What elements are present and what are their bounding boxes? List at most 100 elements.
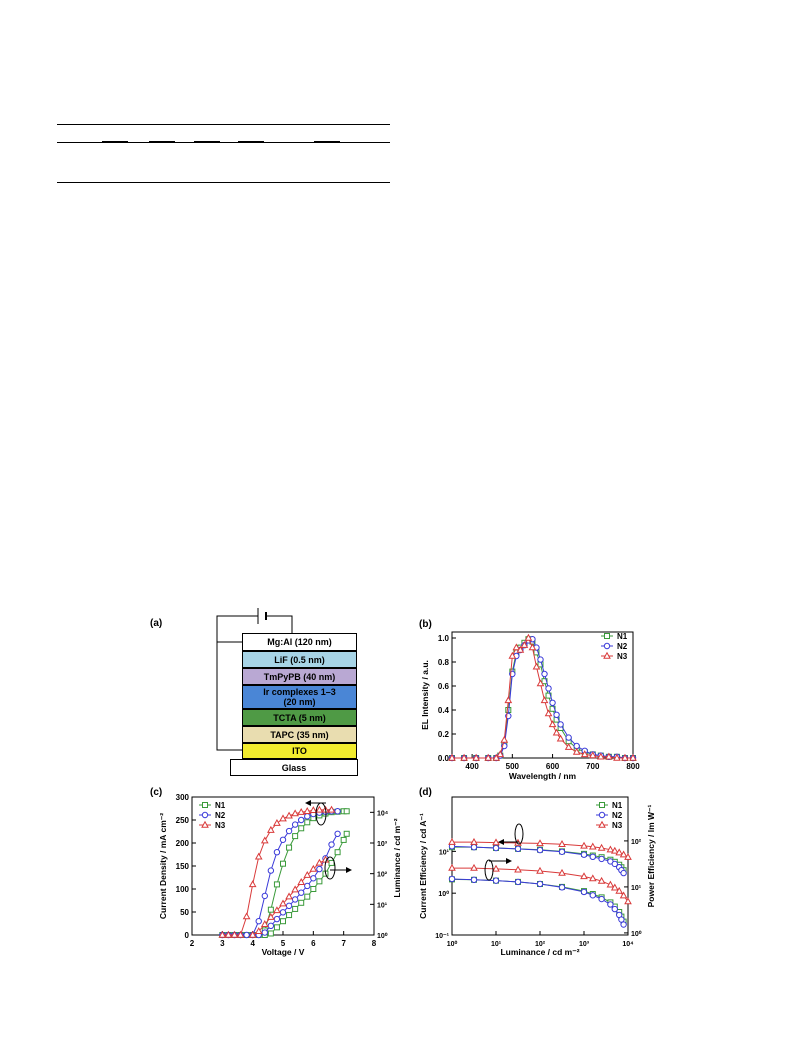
data-point [556, 734, 565, 742]
x-tick-label: 10⁴ [622, 941, 634, 948]
data-point [492, 753, 501, 761]
data-point [316, 878, 323, 885]
data-point [304, 893, 311, 900]
table-column-rule [102, 141, 128, 142]
data-point [267, 930, 274, 937]
data-point [598, 895, 605, 903]
device-layer: Mg:Al (120 nm) [242, 633, 357, 651]
y-tick-label: 150 [176, 862, 190, 871]
data-point [537, 656, 544, 663]
axis-indicator-ellipse [324, 856, 336, 880]
data-point [298, 899, 305, 906]
data-point [334, 849, 341, 856]
data-point [304, 882, 311, 890]
arrowhead [506, 858, 512, 864]
arrowhead [305, 800, 311, 806]
data-point [514, 878, 522, 886]
data-point [580, 888, 588, 896]
data-point [286, 844, 293, 851]
data-point [291, 821, 299, 828]
data-point [260, 920, 269, 927]
data-point [558, 840, 566, 847]
data-point [597, 876, 606, 884]
data-point [492, 838, 500, 846]
x-tick-label: 7 [341, 939, 346, 948]
data-point [615, 886, 624, 894]
y-tick-label: 200 [176, 839, 190, 848]
data-point [598, 855, 605, 863]
data-point [309, 864, 318, 872]
data-point [564, 742, 573, 750]
data-point [267, 825, 275, 833]
data-point [620, 869, 627, 877]
data-point [310, 886, 317, 892]
circuit-wire [216, 615, 258, 643]
data-point [340, 836, 347, 843]
data-point [343, 808, 350, 815]
y-axis-label: Current Efficiency / cd A⁻¹ [418, 813, 428, 919]
data-point [589, 892, 596, 899]
data-point [261, 929, 268, 936]
x-tick-label: 10⁰ [447, 940, 458, 948]
data-point [545, 685, 552, 692]
data-point [255, 918, 262, 925]
x-axis-label: Luminance / cd m⁻² [500, 947, 579, 957]
data-point [267, 906, 274, 913]
data-point [273, 906, 281, 914]
data-point [273, 881, 280, 888]
data-point [553, 711, 560, 718]
data-point [470, 843, 478, 851]
table-bottom-rule [57, 182, 390, 183]
data-point [516, 645, 525, 653]
data-point [201, 811, 209, 819]
circuit-wire [216, 642, 242, 751]
data-point [267, 867, 275, 874]
y-right-tick-label: 10² [631, 839, 642, 846]
x-tick-label: 8 [372, 939, 377, 948]
data-point [492, 864, 500, 872]
arrowhead [498, 839, 504, 845]
data-point [544, 709, 553, 717]
data-point [613, 753, 621, 761]
data-point [500, 735, 509, 743]
data-point [267, 922, 275, 929]
device-layer: ITO [242, 743, 357, 759]
axis-indicator-ellipse [514, 823, 524, 845]
data-point [303, 870, 312, 878]
data-point [472, 753, 480, 761]
y-axis-label: EL Intensity / a.u. [420, 660, 430, 730]
data-point [597, 843, 606, 851]
y-right-tick-label: 10⁰ [631, 930, 642, 938]
data-point [552, 728, 561, 736]
y-tick-label: 0.6 [438, 682, 450, 691]
data-point [524, 633, 533, 641]
data-point [548, 720, 557, 728]
data-point [610, 846, 619, 854]
data-point [218, 930, 227, 938]
data-point [291, 809, 299, 817]
data-point [260, 836, 269, 844]
data-point [580, 750, 589, 758]
data-point [448, 837, 456, 845]
panel-label-a: (a) [150, 618, 163, 629]
legend-label: N1 [215, 801, 226, 810]
data-point [508, 651, 517, 659]
x-axis-label: Wavelength / nm [509, 771, 577, 781]
data-point [334, 808, 341, 815]
data-point [541, 670, 548, 678]
data-point [598, 820, 606, 828]
table-column-rule [194, 141, 220, 142]
table-top-rule [57, 124, 390, 125]
device-layer: Glass [230, 759, 358, 776]
y-tick-label: 1.0 [438, 634, 450, 643]
y-tick-label: 250 [176, 816, 190, 825]
data-point [248, 880, 257, 888]
data-point [273, 818, 281, 826]
device-layer: TCTA (5 nm) [242, 709, 357, 726]
data-point [279, 836, 287, 843]
data-point [261, 892, 268, 900]
data-point [285, 811, 293, 819]
data-point [588, 874, 597, 882]
data-point [298, 889, 305, 896]
